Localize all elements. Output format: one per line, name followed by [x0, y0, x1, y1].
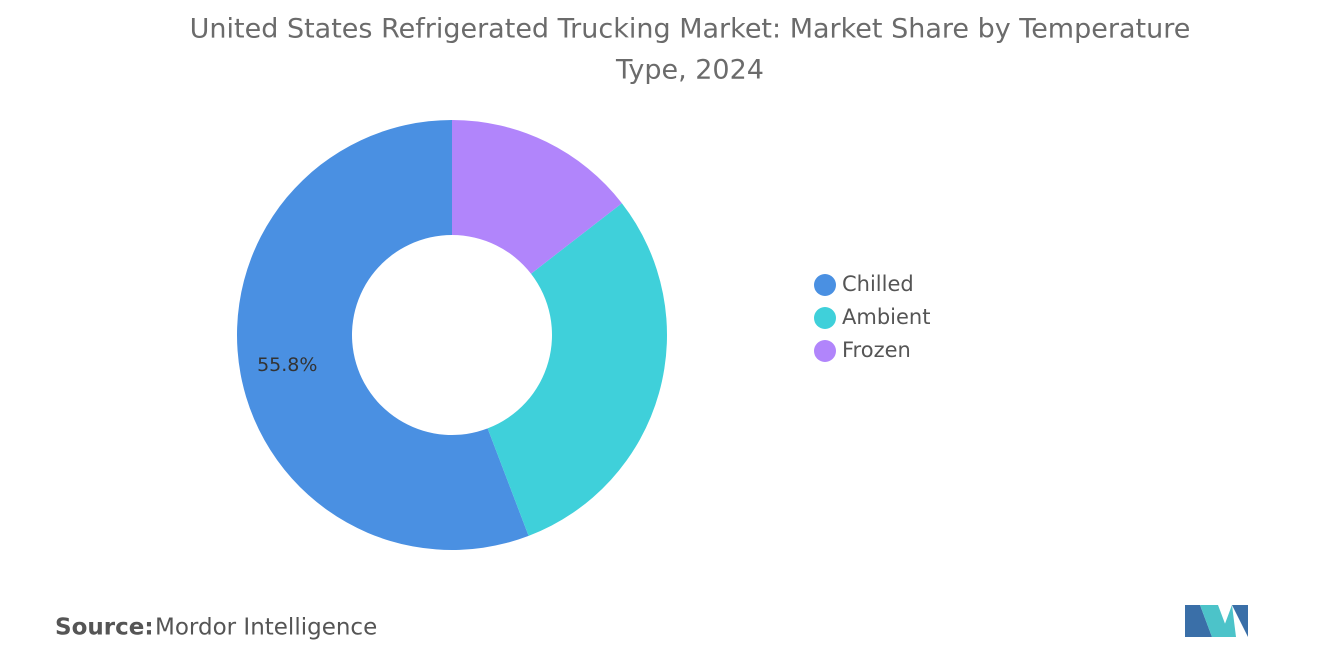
donut-slice — [452, 120, 622, 274]
donut-slice — [237, 120, 529, 550]
logo — [1185, 605, 1248, 637]
data-label: 55.8% — [257, 354, 317, 376]
chart-title: United States Refrigerated Trucking Mark… — [190, 14, 1191, 45]
legend-label: Frozen — [842, 338, 911, 362]
legend-label: Chilled — [842, 272, 914, 296]
chart-title: Type, 2024 — [615, 55, 764, 86]
legend-marker — [814, 274, 836, 296]
legend-marker — [814, 307, 836, 329]
source: Mordor Intelligence — [155, 615, 377, 641]
source-label: Source: — [55, 615, 154, 641]
legend-label: Ambient — [842, 305, 930, 329]
donut-slice — [487, 203, 667, 536]
legend-marker — [814, 340, 836, 362]
